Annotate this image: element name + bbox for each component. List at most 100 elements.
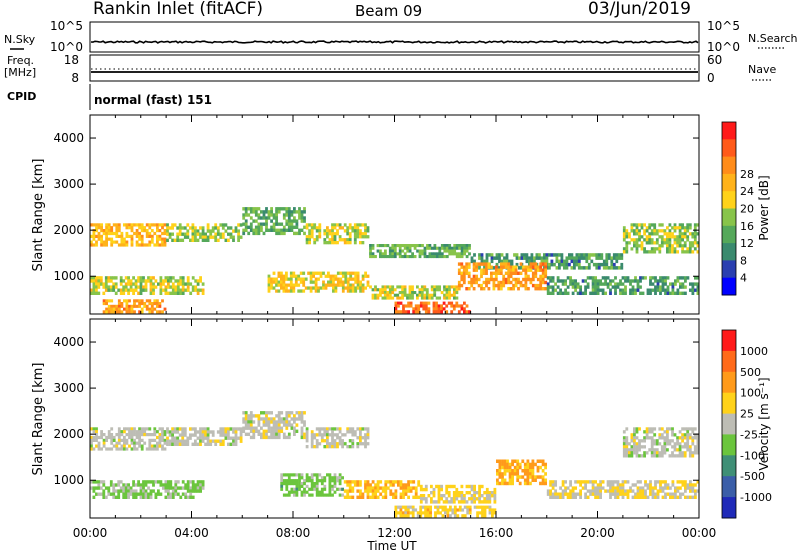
velocity-heatmap-cell	[129, 492, 133, 496]
velocity-heatmap-cell	[92, 438, 96, 442]
power-heatmap-cell	[549, 285, 552, 289]
power-heatmap-cell	[107, 231, 111, 236]
power-heatmap-cell	[346, 232, 350, 236]
power-heatmap-cell	[681, 282, 685, 286]
power-heatmap-cell	[154, 285, 158, 289]
power-heatmap-cell	[102, 299, 106, 303]
power-heatmap-cell	[129, 288, 133, 292]
power-heatmap-cell	[393, 244, 397, 248]
x-tick-label: 00:00	[682, 526, 717, 540]
power-heatmap-cell	[619, 279, 622, 283]
velocity-heatmap-cell	[449, 514, 452, 518]
velocity-heatmap-cell	[660, 427, 664, 431]
velocity-heatmap-cell	[234, 430, 238, 434]
power-heatmap-cell	[539, 287, 543, 291]
velocity-heatmap-cell	[671, 439, 674, 443]
power-heatmap-cell	[681, 232, 684, 236]
power-heatmap-cell	[487, 280, 491, 285]
power-heatmap-cell	[359, 280, 362, 284]
power-heatmap-cell	[356, 232, 360, 236]
velocity-heatmap-cell	[374, 486, 377, 490]
velocity-heatmap-cell	[452, 491, 456, 495]
velocity-heatmap-cell	[201, 430, 205, 434]
power-heatmap-cell	[167, 282, 170, 286]
power-heatmap-cell	[455, 252, 459, 256]
power-heatmap-cell	[122, 291, 126, 295]
power-heatmap-cell	[587, 262, 591, 267]
power-heatmap-cell	[602, 259, 606, 264]
power-heatmap-cell	[353, 235, 357, 239]
power-heatmap-cell	[331, 223, 334, 227]
power-heatmap-cell	[502, 274, 506, 279]
power-heatmap-cell	[534, 287, 538, 291]
velocity-heatmap-cell	[310, 473, 314, 477]
velocity-heatmap-cell	[260, 426, 263, 430]
velocity-heatmap-cell	[633, 439, 636, 443]
power-heatmap-cell	[417, 307, 421, 311]
power-heatmap-cell	[693, 232, 697, 236]
power-heatmap-cell	[485, 259, 489, 264]
velocity-heatmap-cell	[653, 433, 657, 437]
power-heatmap-cell	[297, 289, 301, 293]
power-heatmap-cell	[575, 259, 579, 264]
power-heatmap-cell	[130, 226, 134, 230]
velocity-heatmap-cell	[571, 492, 575, 496]
velocity-heatmap-cell	[293, 479, 296, 483]
power-heatmap-cell	[333, 223, 337, 227]
power-heatmap-cell	[309, 274, 313, 278]
power-heatmap-cell	[371, 246, 375, 250]
power-heatmap-cell	[150, 240, 154, 244]
power-heatmap-cell	[289, 271, 293, 275]
power-heatmap-cell	[145, 223, 149, 227]
velocity-heatmap-cell	[638, 442, 641, 446]
velocity-heatmap-cell	[424, 484, 428, 489]
power-heatmap-cell	[660, 229, 664, 233]
velocity-heatmap-cell	[625, 451, 629, 455]
velocity-heatmap-cell	[453, 508, 457, 512]
power-heatmap-cell	[656, 288, 660, 292]
velocity-heatmap-cell	[356, 427, 360, 431]
velocity-heatmap-cell	[683, 433, 687, 437]
power-heatmap-cell	[435, 307, 438, 311]
power-heatmap-cell	[605, 256, 609, 260]
cpid-mode-text: normal (fast) 151	[94, 93, 212, 107]
velocity-heatmap-cell	[206, 436, 210, 440]
velocity-heatmap-cell	[473, 487, 476, 492]
power-heatmap-cell	[323, 229, 327, 233]
power-heatmap-cell	[544, 265, 548, 269]
power-heatmap-cell	[267, 283, 271, 287]
velocity-heatmap-cell	[444, 508, 447, 512]
velocity-heatmap-cell	[285, 411, 289, 415]
power-heatmap-cell	[669, 291, 672, 295]
power-heatmap-cell	[327, 283, 330, 287]
power-heatmap-cell	[556, 276, 560, 280]
power-heatmap-cell	[196, 291, 200, 295]
velocity-heatmap-cell	[194, 486, 198, 490]
power-heatmap-cell	[558, 262, 561, 267]
velocity-heatmap-cell	[521, 469, 525, 473]
power-heatmap-cell	[285, 219, 289, 223]
velocity-heatmap-cell	[199, 427, 202, 431]
power-heatmap-cell	[656, 279, 660, 283]
power-heatmap-cell	[416, 244, 419, 248]
velocity-heatmap-cell	[589, 480, 592, 484]
velocity-heatmap-cell	[313, 473, 317, 477]
power-heatmap-cell	[115, 307, 119, 311]
power-heatmap-cell	[134, 288, 138, 292]
power-heatmap-cell	[579, 288, 582, 292]
velocity-heatmap-cell	[157, 492, 160, 496]
velocity-heatmap-cell	[201, 483, 205, 487]
power-heatmap-cell	[92, 231, 96, 236]
power-heatmap-cell	[509, 280, 513, 285]
power-heatmap-cell	[507, 280, 511, 285]
velocity-heatmap-cell	[267, 426, 271, 430]
power-heatmap-cell	[369, 249, 372, 253]
velocity-heatmap-cell	[124, 492, 128, 496]
velocity-heatmap-cell	[318, 490, 322, 494]
velocity-heatmap-cell	[199, 489, 202, 493]
velocity-heatmap-cell	[331, 436, 334, 440]
velocity-heatmap-cell	[249, 414, 253, 418]
power-heatmap-cell	[348, 232, 352, 236]
power-heatmap-cell	[640, 241, 644, 245]
power-heatmap-cell	[282, 280, 286, 284]
